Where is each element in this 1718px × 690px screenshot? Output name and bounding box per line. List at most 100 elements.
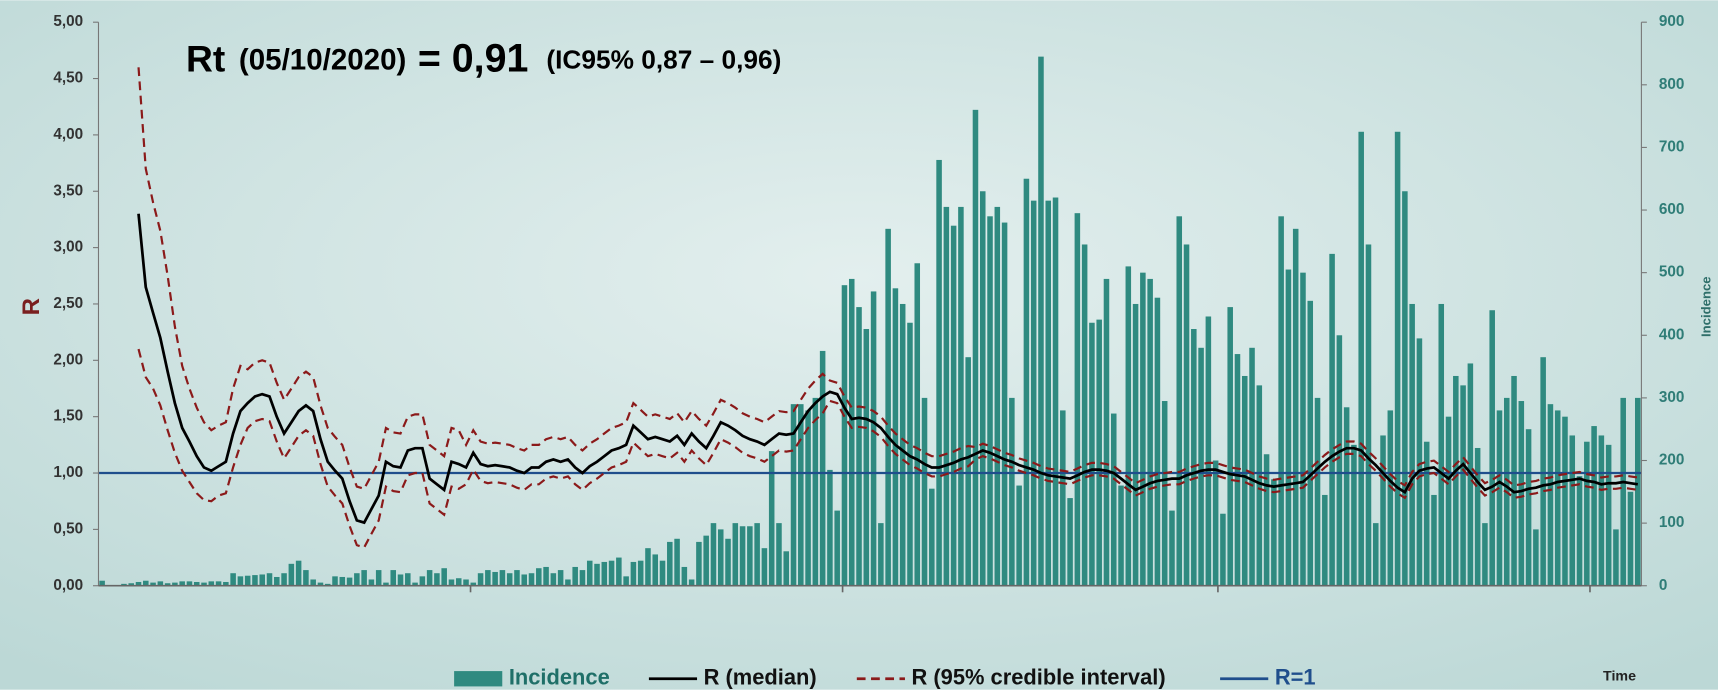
bar [841,285,848,586]
y-tick-label: 4,00 [53,126,83,143]
bar [776,523,782,586]
bar [390,570,397,586]
bar [994,206,1001,586]
bar [972,109,979,586]
bar [1118,485,1124,586]
bar [783,551,790,586]
bar [1081,244,1088,586]
bar [434,573,440,586]
plot-area [93,21,1647,587]
bar [1183,244,1190,586]
bar [914,263,921,586]
x-axis-ticks [469,585,1591,593]
bar [834,510,840,586]
bar [1423,441,1430,586]
bar [1052,197,1059,586]
bar [1212,460,1219,586]
bar [354,573,360,586]
bar [1584,441,1590,586]
bar [528,573,535,586]
bar [143,580,149,586]
chart-title: Rt (05/10/2020) = 0,91 (IC95% 0,87 – 0,9… [186,37,781,81]
bar [987,216,993,586]
bar [616,557,622,586]
bar [790,404,797,586]
y2-tick-label: 300 [1659,389,1685,406]
title-part: (05/10/2020) [239,43,406,76]
bar [688,579,695,586]
bar [1038,56,1044,586]
bar [885,228,891,586]
bar [448,579,455,586]
bar [135,581,142,586]
bar [667,541,673,586]
bar [543,566,549,586]
bar [739,526,746,586]
bar [732,523,739,586]
bar [1249,347,1255,586]
bar [1154,297,1161,586]
bar [1292,228,1299,586]
y-tick-label: 2,00 [53,351,83,368]
bar [383,582,389,586]
bar [1489,310,1495,586]
bar [1263,454,1270,586]
bar [1605,444,1612,586]
y2-tick-label: 700 [1659,138,1685,155]
bar [1562,416,1568,586]
legend-swatch [454,671,503,687]
bar [397,574,404,586]
bar [1576,476,1583,586]
bar [1103,278,1110,586]
bar [936,159,942,586]
bar [1169,510,1175,586]
bar [1613,529,1619,586]
bar [499,570,506,586]
y2-axis-label: Incidence [1699,276,1714,337]
bar [303,570,309,586]
bar [703,535,709,586]
title-part: (IC95% 0,87 – 0,96) [546,45,781,75]
bar [594,563,600,586]
bar [1271,479,1277,586]
bar [1438,303,1445,586]
bar [608,560,615,586]
bar [812,397,819,586]
bar [1387,410,1394,586]
y2-tick-label: 100 [1659,514,1685,531]
bar [979,191,986,586]
bar [645,548,651,586]
bar [99,580,105,586]
bar [455,578,462,586]
bar [1627,491,1634,586]
bar [193,581,200,586]
bar [317,582,324,586]
bar [696,541,702,586]
bar [1227,307,1233,586]
bar [848,278,855,586]
bar [1329,253,1335,586]
bar [768,451,775,586]
y-tick-label: 3,50 [53,182,83,199]
bar [1460,385,1466,586]
bar [1096,319,1102,586]
bar [266,573,273,586]
bar [281,573,287,586]
bar [237,576,244,586]
bar [761,548,768,586]
y2-tick-label: 400 [1659,326,1685,343]
bar [659,560,666,586]
bar [1343,407,1350,586]
bar [441,568,447,586]
bar [1060,410,1066,586]
y-tick-label: 1,00 [53,464,83,481]
bar [550,573,557,586]
bar [1307,300,1314,586]
bar [1474,447,1481,586]
bar [1198,347,1204,586]
bar [958,206,964,586]
legend-label: R=1 [1275,665,1316,690]
bar [121,583,127,586]
bar [907,322,913,586]
